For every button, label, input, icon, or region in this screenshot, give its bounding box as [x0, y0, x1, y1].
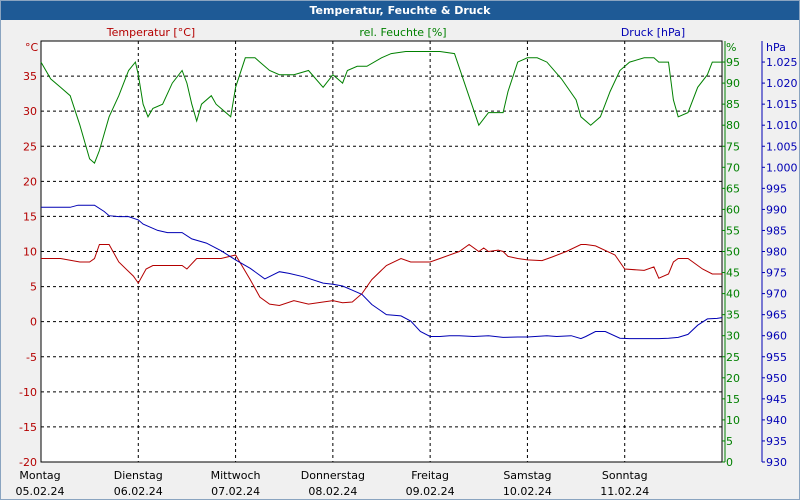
temp-tick-label: 0	[30, 316, 37, 329]
temp-tick-label: 10	[23, 246, 37, 259]
pressure-tick-label: 970	[766, 288, 787, 301]
humidity-tick-label: 20	[726, 372, 740, 385]
x-date-label: 09.02.24	[406, 485, 455, 498]
pressure-tick-label: 1.020	[766, 77, 798, 90]
x-weekday-label: Montag	[19, 469, 60, 482]
humidity-tick-label: 80	[726, 119, 740, 132]
pressure-tick-label: 965	[766, 309, 787, 322]
x-weekday-label: Sonntag	[602, 469, 648, 482]
pressure-tick-label: 955	[766, 351, 787, 364]
humidity-unit-label: %	[726, 41, 736, 54]
humidity-tick-label: 90	[726, 77, 740, 90]
pressure-tick-label: 1.005	[766, 140, 798, 153]
humidity-tick-label: 85	[726, 98, 740, 111]
temp-tick-label: 35	[23, 70, 37, 83]
humidity-tick-label: 30	[726, 330, 740, 343]
x-date-label: 06.02.24	[114, 485, 163, 498]
chart-title: Temperatur, Feuchte & Druck	[1, 1, 799, 20]
x-date-label: 10.02.24	[503, 485, 552, 498]
x-weekday-label: Mittwoch	[211, 469, 261, 482]
humidity-tick-label: 60	[726, 203, 740, 216]
pressure-unit-label: hPa	[766, 41, 786, 54]
humidity-tick-label: 55	[726, 224, 740, 237]
humidity-tick-label: 40	[726, 288, 740, 301]
temp-tick-label: 25	[23, 140, 37, 153]
pressure-tick-label: 990	[766, 203, 787, 216]
temp-tick-label: -5	[26, 351, 37, 364]
x-date-label: 11.02.24	[600, 485, 649, 498]
series-line-temperature	[41, 243, 722, 307]
legend-temperature: Temperatur [°C]	[106, 26, 195, 39]
pressure-tick-label: 1.015	[766, 98, 798, 111]
x-date-label: 08.02.24	[308, 485, 357, 498]
x-weekday-label: Donnerstag	[301, 469, 365, 482]
x-date-label: 05.02.24	[16, 485, 65, 498]
pressure-tick-label: 975	[766, 267, 787, 280]
temp-tick-label: 15	[23, 210, 37, 223]
pressure-tick-label: 985	[766, 224, 787, 237]
pressure-tick-label: 935	[766, 435, 787, 448]
x-weekday-label: Dienstag	[114, 469, 163, 482]
humidity-tick-label: 5	[726, 435, 733, 448]
temp-tick-label: -20	[19, 456, 37, 469]
legend-humidity: rel. Feuchte [%]	[359, 26, 446, 39]
humidity-tick-label: 45	[726, 267, 740, 280]
temp-tick-label: -15	[19, 421, 37, 434]
humidity-tick-label: 65	[726, 182, 740, 195]
pressure-tick-label: 930	[766, 456, 787, 469]
pressure-tick-label: 945	[766, 393, 787, 406]
series-line-pressure	[41, 204, 723, 340]
humidity-tick-label: 15	[726, 393, 740, 406]
humidity-tick-label: 70	[726, 161, 740, 174]
x-date-label: 07.02.24	[211, 485, 260, 498]
humidity-tick-label: 25	[726, 351, 740, 364]
pressure-tick-label: 1.025	[766, 56, 798, 69]
temp-tick-label: -10	[19, 386, 37, 399]
humidity-tick-label: 95	[726, 56, 740, 69]
humidity-tick-label: 10	[726, 414, 740, 427]
x-weekday-label: Samstag	[503, 469, 551, 482]
pressure-tick-label: 950	[766, 372, 787, 385]
pressure-tick-label: 1.000	[766, 161, 798, 174]
pressure-tick-label: 980	[766, 246, 787, 259]
temp-tick-label: 20	[23, 175, 37, 188]
legend-pressure: Druck [hPa]	[621, 26, 685, 39]
temp-unit-label: °C	[25, 41, 39, 54]
pressure-tick-label: 995	[766, 182, 787, 195]
humidity-tick-label: 50	[726, 246, 740, 259]
humidity-tick-label: 0	[726, 456, 733, 469]
pressure-tick-label: 940	[766, 414, 787, 427]
x-weekday-label: Freitag	[411, 469, 449, 482]
series-line-humidity	[40, 51, 722, 164]
humidity-tick-label: 75	[726, 140, 740, 153]
pressure-tick-label: 1.010	[766, 119, 798, 132]
pressure-tick-label: 960	[766, 330, 787, 343]
temp-tick-label: 5	[30, 281, 37, 294]
temp-tick-label: 30	[23, 105, 37, 118]
humidity-tick-label: 35	[726, 309, 740, 322]
